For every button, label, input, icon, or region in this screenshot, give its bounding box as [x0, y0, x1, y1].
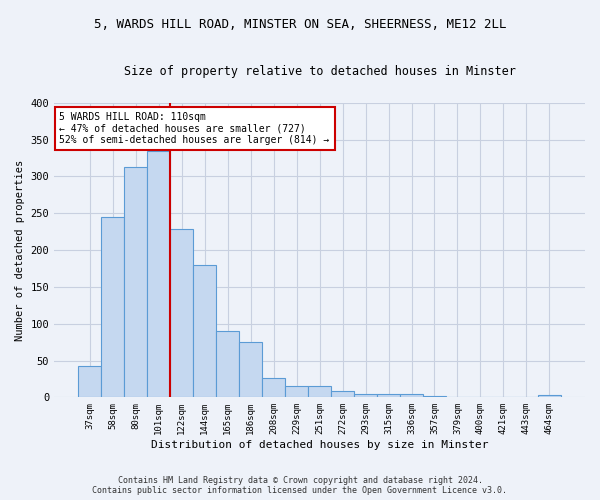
Bar	[538, 395, 561, 398]
Bar	[423, 396, 446, 398]
Bar	[377, 394, 400, 398]
Text: Contains HM Land Registry data © Crown copyright and database right 2024.
Contai: Contains HM Land Registry data © Crown c…	[92, 476, 508, 495]
Bar	[78, 366, 101, 398]
Bar	[216, 331, 239, 398]
Y-axis label: Number of detached properties: Number of detached properties	[15, 160, 25, 340]
Bar	[101, 217, 124, 398]
Bar	[285, 386, 308, 398]
Bar	[262, 378, 285, 398]
Text: 5 WARDS HILL ROAD: 110sqm
← 47% of detached houses are smaller (727)
52% of semi: 5 WARDS HILL ROAD: 110sqm ← 47% of detac…	[59, 112, 330, 145]
X-axis label: Distribution of detached houses by size in Minster: Distribution of detached houses by size …	[151, 440, 488, 450]
Bar	[354, 394, 377, 398]
Bar	[239, 342, 262, 398]
Text: 5, WARDS HILL ROAD, MINSTER ON SEA, SHEERNESS, ME12 2LL: 5, WARDS HILL ROAD, MINSTER ON SEA, SHEE…	[94, 18, 506, 30]
Bar	[170, 230, 193, 398]
Title: Size of property relative to detached houses in Minster: Size of property relative to detached ho…	[124, 65, 515, 78]
Bar	[147, 150, 170, 398]
Bar	[400, 394, 423, 398]
Bar	[331, 390, 354, 398]
Bar	[124, 167, 147, 398]
Bar	[308, 386, 331, 398]
Bar	[193, 265, 216, 398]
